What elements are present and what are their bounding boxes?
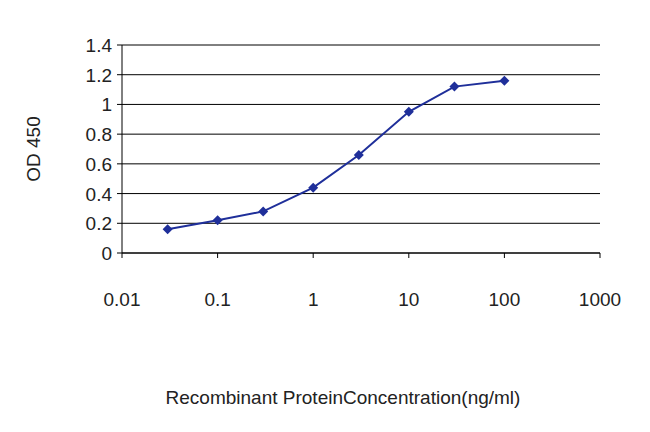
grid-line bbox=[122, 104, 600, 105]
data-point bbox=[258, 206, 268, 216]
y-tick bbox=[117, 193, 122, 194]
grid-line bbox=[122, 193, 600, 194]
y-tick-label: 0 bbox=[101, 243, 112, 264]
y-axis bbox=[122, 45, 123, 253]
x-tick bbox=[313, 253, 314, 258]
y-tick-label: 1.4 bbox=[86, 35, 113, 56]
plot-area bbox=[163, 76, 510, 235]
y-tick-label: 1 bbox=[101, 94, 112, 115]
x-axis bbox=[122, 253, 600, 254]
x-tick-label: 10 bbox=[398, 289, 419, 310]
chart: 0 0.2 0.4 0.6 0.8 1 1.2 1.4 0.01 0.1 1 10 100 1000 OD … bbox=[0, 0, 650, 432]
y-axis-label: OD 450 bbox=[23, 116, 44, 181]
x-tick bbox=[600, 253, 601, 258]
data-point bbox=[449, 82, 459, 92]
x-tick-label: 1000 bbox=[579, 289, 621, 310]
y-tick bbox=[117, 163, 122, 164]
y-tick-label: 0.8 bbox=[86, 124, 112, 145]
data-point bbox=[499, 76, 509, 86]
data-point bbox=[213, 215, 223, 225]
y-tick-label: 0.6 bbox=[86, 154, 112, 175]
x-tick bbox=[217, 253, 218, 258]
x-tick-label: 0.01 bbox=[104, 289, 141, 310]
y-tick-label: 0.4 bbox=[86, 184, 113, 205]
y-tick bbox=[117, 134, 122, 135]
grid-line bbox=[122, 253, 600, 254]
x-tick bbox=[408, 253, 409, 258]
chart-container: 0 0.2 0.4 0.6 0.8 1 1.2 1.4 0.01 0.1 1 10 100 1000 OD … bbox=[0, 0, 650, 432]
y-tick-label: 1.2 bbox=[86, 65, 112, 86]
y-tick bbox=[117, 45, 122, 46]
data-point bbox=[163, 224, 173, 234]
grid-line bbox=[122, 134, 600, 135]
data-point bbox=[404, 107, 414, 117]
y-tick bbox=[117, 253, 122, 254]
grid-line bbox=[122, 163, 600, 164]
x-tick bbox=[122, 253, 123, 258]
x-axis-label: Recombinant ProteinConcentration(ng/ml) bbox=[166, 387, 521, 408]
x-tick-label: 1 bbox=[308, 289, 319, 310]
data-point bbox=[308, 183, 318, 193]
y-tick-label: 0.2 bbox=[86, 213, 112, 234]
x-tick-label: 0.1 bbox=[204, 289, 230, 310]
data-point bbox=[354, 150, 364, 160]
data-line bbox=[168, 81, 505, 230]
y-tick bbox=[117, 223, 122, 224]
grid-line bbox=[122, 74, 600, 75]
grid-line bbox=[122, 45, 600, 46]
y-tick bbox=[117, 104, 122, 105]
x-tick-label: 100 bbox=[489, 289, 521, 310]
y-tick bbox=[117, 74, 122, 75]
x-tick bbox=[504, 253, 505, 258]
